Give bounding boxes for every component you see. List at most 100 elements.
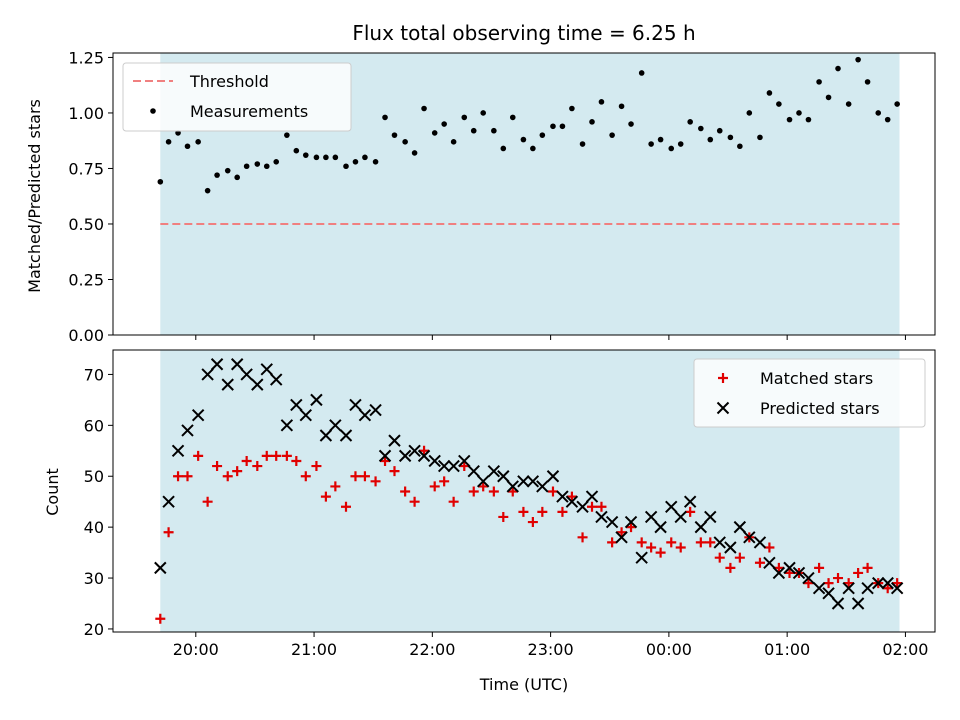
predicted-point: [154, 561, 167, 575]
predicted-point: [674, 510, 687, 524]
measurement-point: [825, 94, 832, 101]
predicted-point: [872, 576, 885, 590]
predicted-point: [210, 358, 224, 371]
predicted-point: [665, 500, 678, 513]
measurement-point: [530, 145, 536, 152]
predicted-point: [576, 500, 589, 513]
measurement-point: [796, 110, 802, 116]
bottom-y-tick-label: 40: [84, 518, 104, 537]
matched-point: [281, 450, 292, 461]
measurement-point: [214, 172, 220, 178]
top-y-tick-label: 0.25: [68, 270, 104, 289]
predicted-point: [201, 368, 214, 381]
matched-point: [646, 542, 657, 553]
predicted-point: [437, 459, 451, 473]
measurement-point: [816, 79, 822, 85]
x-tick-label: 22:00: [409, 640, 455, 659]
predicted-point: [260, 363, 273, 376]
predicted-point: [615, 531, 628, 544]
matched-point: [488, 486, 499, 497]
predicted-point: [162, 495, 175, 508]
bottom-y-axis-label: Count: [43, 468, 62, 516]
matched-point: [409, 496, 420, 507]
predicted-point: [428, 454, 441, 468]
predicted-point: [476, 475, 490, 488]
top-y-tick-label: 1.25: [68, 48, 104, 67]
measurement-point: [727, 134, 734, 141]
bottom-y-tick-label: 20: [84, 620, 104, 639]
measurement-point: [243, 163, 250, 170]
x-tick-label: 20:00: [173, 640, 219, 659]
legend-measurements-swatch: [150, 108, 156, 114]
legend-threshold-label: Threshold: [189, 72, 269, 91]
predicted-point: [605, 515, 619, 529]
measurement-point: [589, 119, 595, 125]
predicted-point: [517, 475, 530, 488]
measurement-point: [509, 114, 516, 121]
measurement-point: [766, 90, 773, 96]
top-y-tick-label: 0.50: [68, 215, 104, 234]
bottom-y-tick-label: 50: [84, 467, 104, 486]
predicted-point: [230, 358, 244, 371]
predicted-point: [290, 398, 303, 412]
measurement-point: [402, 139, 408, 145]
matched-point: [557, 506, 568, 517]
matched-point: [587, 501, 598, 512]
matched-point: [400, 486, 411, 497]
matched-point: [311, 461, 322, 472]
measurement-point: [382, 114, 388, 121]
measurement-point: [441, 121, 447, 127]
predicted-point: [487, 464, 501, 478]
matched-point: [725, 562, 736, 573]
matched-point: [518, 506, 529, 517]
predicted-point: [624, 515, 638, 529]
matched-point: [773, 562, 784, 573]
measurement-point: [875, 110, 882, 116]
legend-matched-swatch: [718, 373, 728, 383]
predicted-point: [171, 444, 185, 457]
matched-point: [459, 461, 470, 472]
measurement-point: [520, 136, 527, 143]
measurement-point: [579, 141, 586, 147]
predicted-point: [398, 449, 412, 463]
measurement-point: [716, 127, 723, 134]
matched-point: [163, 527, 174, 538]
measurement-point: [835, 65, 841, 72]
matched-point: [370, 476, 381, 487]
predicted-point: [417, 449, 431, 463]
matched-point: [814, 562, 825, 573]
measurement-point: [855, 56, 861, 63]
measurement-point: [648, 141, 654, 147]
measurement-point: [550, 123, 556, 130]
predicted-point: [408, 444, 421, 457]
predicted-point: [467, 464, 480, 478]
predicted-point: [536, 480, 549, 493]
measurement-point: [864, 79, 871, 85]
measurement-point: [224, 167, 231, 174]
measurement-point: [372, 159, 379, 165]
predicted-point: [191, 408, 205, 422]
matched-point: [695, 537, 706, 548]
predicted-point: [812, 582, 826, 595]
chart-title: Flux total observing time = 6.25 h: [352, 21, 695, 45]
matched-point: [271, 450, 282, 461]
matched-point: [666, 537, 677, 548]
measurement-point: [480, 110, 486, 116]
predicted-point: [378, 449, 392, 463]
matched-point: [833, 573, 844, 584]
matched-point: [705, 537, 716, 548]
measurement-point: [609, 132, 615, 138]
matched-point: [577, 532, 588, 543]
predicted-point: [458, 454, 471, 468]
predicted-point: [644, 510, 658, 524]
matched-point: [714, 552, 725, 563]
bottom-legend-box: [693, 358, 926, 428]
measurement-point: [776, 101, 782, 107]
predicted-stars-series: [154, 358, 904, 610]
matched-stars-series: [155, 445, 903, 624]
matched-point: [507, 486, 518, 497]
matched-point: [439, 476, 450, 487]
predicted-point: [310, 393, 323, 407]
top-legend: Threshold Measurements: [122, 62, 352, 132]
measurement-point: [559, 123, 566, 130]
